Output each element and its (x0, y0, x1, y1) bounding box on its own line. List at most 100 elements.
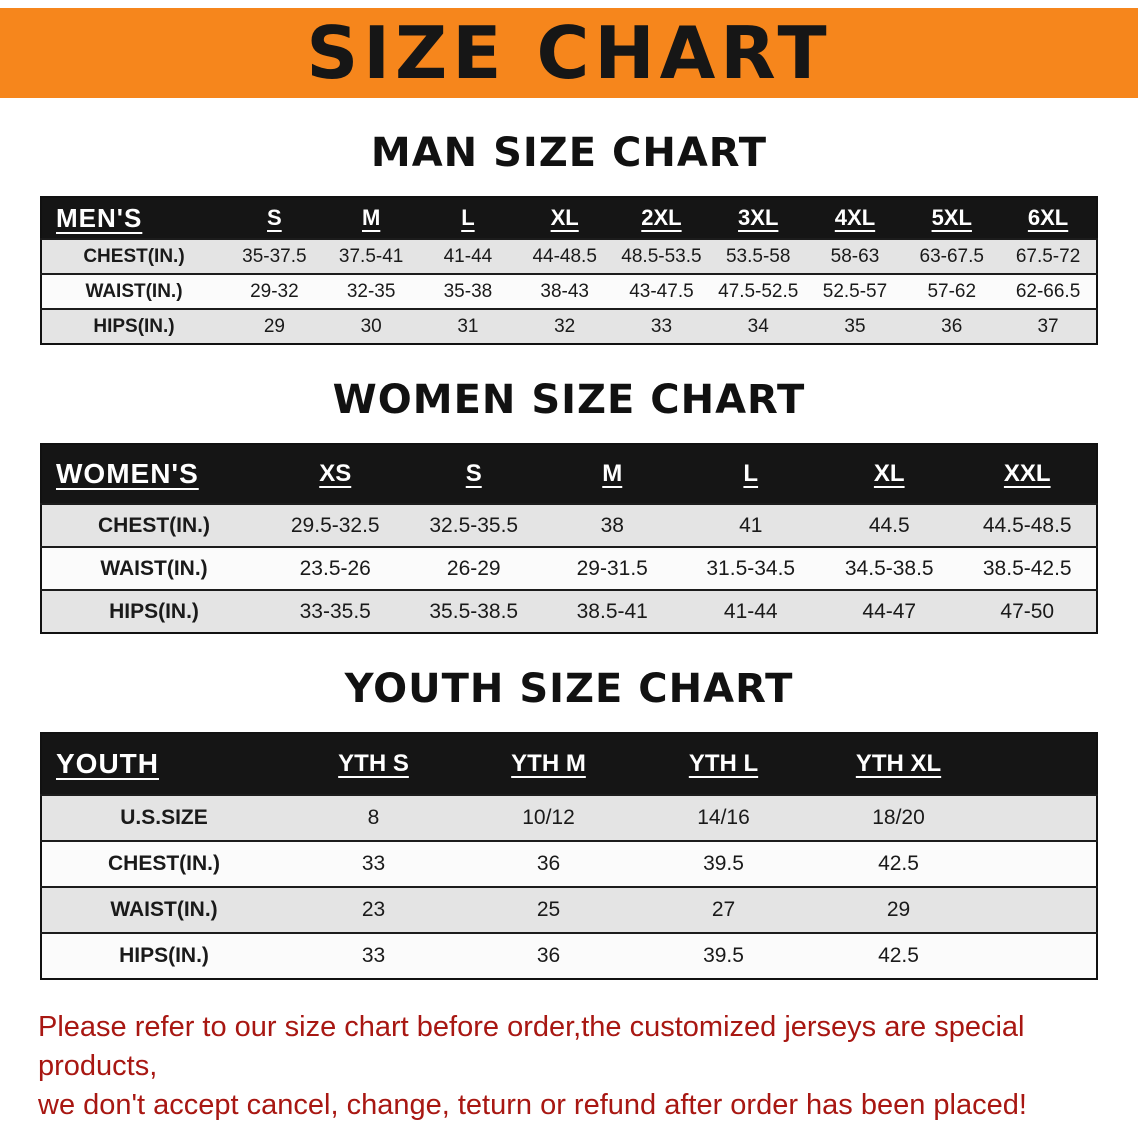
value-cell: 33 (286, 932, 461, 979)
row-label-cell: CHEST(IN.) (41, 840, 286, 887)
size-column-header: M (322, 197, 420, 239)
size-column-header: YTH L (636, 733, 811, 795)
value-cell: 31 (419, 308, 517, 344)
size-column-header: YTH S (286, 733, 461, 795)
value-cell: 29.5-32.5 (266, 503, 405, 547)
size-column-header: M (543, 444, 682, 504)
value-cell: 32.5-35.5 (404, 503, 543, 547)
value-cell: 18/20 (811, 794, 986, 841)
value-cell: 35 (806, 308, 904, 344)
value-cell: 38.5-41 (543, 589, 682, 633)
value-cell: 63-67.5 (903, 238, 1001, 274)
table-title-cell: MEN'S (41, 197, 226, 239)
value-cell: 38 (543, 503, 682, 547)
row-label-cell: CHEST(IN.) (41, 238, 226, 274)
size-column-header: XS (266, 444, 405, 504)
row-label-cell: CHEST(IN.) (41, 503, 266, 547)
value-cell: 42.5 (811, 840, 986, 887)
value-cell: 44-48.5 (516, 238, 614, 274)
value-cell: 35-38 (419, 273, 517, 309)
row-label-cell: HIPS(IN.) (41, 589, 266, 633)
value-cell: 36 (903, 308, 1001, 344)
size-column-header: L (681, 444, 820, 504)
value-cell: 47.5-52.5 (709, 273, 807, 309)
footer-notice: Please refer to our size chart before or… (38, 1008, 1118, 1125)
size-column-header: XL (820, 444, 959, 504)
value-cell: 44.5 (820, 503, 959, 547)
banner: SIZE CHART (0, 8, 1138, 98)
page-title: SIZE CHART (306, 11, 832, 95)
women-size-section: WOMEN SIZE CHART WOMEN'S XS S M L XL XXL CHEST… (0, 377, 1138, 634)
value-cell: 27 (636, 886, 811, 933)
table-header-row: YOUTH YTH S YTH M YTH L YTH XL (41, 733, 1097, 795)
value-cell: 44-47 (820, 589, 959, 633)
value-cell: 39.5 (636, 840, 811, 887)
row-label-cell: WAIST(IN.) (41, 273, 226, 309)
measurement-row: HIPS(IN.) 33 36 39.5 42.5 (41, 932, 1097, 979)
measurement-row: CHEST(IN.) 33 36 39.5 42.5 (41, 840, 1097, 887)
size-column-header: S (226, 197, 323, 239)
notice-line-1: Please refer to our size chart before or… (38, 1011, 1025, 1083)
value-cell: 34.5-38.5 (820, 546, 959, 590)
size-chart-page: SIZE CHART MAN SIZE CHART MEN'S S M L XL 2XL 3… (0, 8, 1138, 1140)
youth-size-section: YOUTH SIZE CHART YOUTH YTH S YTH M YTH L YTH… (0, 666, 1138, 980)
value-cell: 41-44 (419, 238, 517, 274)
notice-line-2: we don't accept cancel, change, teturn o… (38, 1089, 1027, 1122)
value-cell: 42.5 (811, 932, 986, 979)
measurement-row: U.S.SIZE 8 10/12 14/16 18/20 (41, 794, 1097, 841)
value-cell: 67.5-72 (1000, 238, 1097, 274)
value-cell: 29-32 (226, 273, 323, 309)
value-cell: 62-66.5 (1000, 273, 1097, 309)
spacer-cell (986, 794, 1097, 841)
value-cell: 43-47.5 (613, 273, 710, 309)
women-section-heading: WOMEN SIZE CHART (332, 377, 806, 423)
value-cell: 34 (709, 308, 807, 344)
value-cell: 32 (516, 308, 614, 344)
value-cell: 35.5-38.5 (404, 589, 543, 633)
size-column-header: S (404, 444, 543, 504)
value-cell: 32-35 (322, 273, 420, 309)
value-cell: 35-37.5 (226, 238, 323, 274)
value-cell: 41 (681, 503, 820, 547)
row-label-cell: WAIST(IN.) (41, 886, 286, 933)
measurement-row: WAIST(IN.) 29-32 32-35 35-38 38-43 43-47.5 47.… (41, 273, 1097, 309)
value-cell: 52.5-57 (806, 273, 904, 309)
table-title-cell: YOUTH (41, 733, 286, 795)
youth-section-heading: YOUTH SIZE CHART (344, 666, 794, 712)
value-cell: 37.5-41 (322, 238, 420, 274)
size-column-header: YTH M (461, 733, 636, 795)
value-cell: 8 (286, 794, 461, 841)
value-cell: 33 (613, 308, 710, 344)
youth-size-table: YOUTH YTH S YTH M YTH L YTH XL U.S.SIZE 8 10/1… (40, 732, 1098, 980)
value-cell: 23.5-26 (266, 546, 405, 590)
women-size-table: WOMEN'S XS S M L XL XXL CHEST(IN.) 29.5-32.5 32.… (40, 443, 1098, 634)
size-column-header: L (419, 197, 517, 239)
table-title-cell: WOMEN'S (41, 444, 266, 504)
value-cell: 36 (461, 840, 636, 887)
value-cell: 48.5-53.5 (613, 238, 710, 274)
row-label-cell: WAIST(IN.) (41, 546, 266, 590)
value-cell: 57-62 (903, 273, 1001, 309)
men-size-table: MEN'S S M L XL 2XL 3XL 4XL 5XL 6XL CHEST(IN.) 35-3… (40, 196, 1098, 345)
size-column-header: 5XL (903, 197, 1001, 239)
men-section-heading: MAN SIZE CHART (370, 130, 768, 176)
value-cell: 41-44 (681, 589, 820, 633)
table-header-row: WOMEN'S XS S M L XL XXL (41, 444, 1097, 504)
size-column-header: 2XL (613, 197, 710, 239)
value-cell: 44.5-48.5 (958, 503, 1097, 547)
value-cell: 29-31.5 (543, 546, 682, 590)
table-header-row: MEN'S S M L XL 2XL 3XL 4XL 5XL 6XL (41, 197, 1097, 239)
measurement-row: CHEST(IN.) 35-37.5 37.5-41 41-44 44-48.5 48.5… (41, 238, 1097, 274)
value-cell: 47-50 (958, 589, 1097, 633)
row-label-cell: HIPS(IN.) (41, 932, 286, 979)
size-column-header: 3XL (709, 197, 807, 239)
value-cell: 33-35.5 (266, 589, 405, 633)
measurement-row: HIPS(IN.) 29 30 31 32 33 34 35 36 37 (41, 308, 1097, 344)
value-cell: 10/12 (461, 794, 636, 841)
value-cell: 30 (322, 308, 420, 344)
spacer-cell (986, 932, 1097, 979)
men-size-section: MAN SIZE CHART MEN'S S M L XL 2XL 3XL 4XL 5XL 6XL… (0, 130, 1138, 345)
measurement-row: WAIST(IN.) 23.5-26 26-29 29-31.5 31.5-34.5 34… (41, 546, 1097, 590)
spacer-cell (986, 886, 1097, 933)
row-label-cell: HIPS(IN.) (41, 308, 226, 344)
